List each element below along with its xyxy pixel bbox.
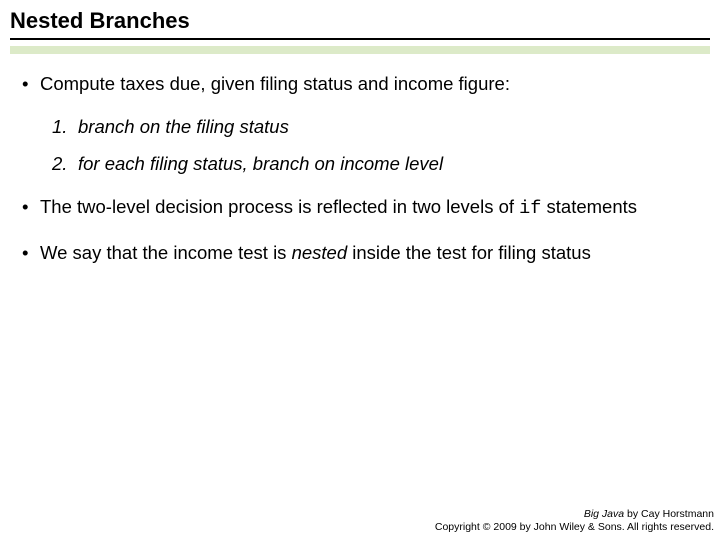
title-underline-light [10,46,710,54]
slide-content: • Compute taxes due, given filing status… [0,54,720,264]
bullet-item: • Compute taxes due, given filing status… [22,72,698,95]
title-underline-dark [10,38,710,40]
slide-title: Nested Branches [10,8,710,38]
bullet-item: • We say that the income test is nested … [22,241,698,264]
book-title: Big Java [584,508,624,520]
bullet-text: Compute taxes due, given filing status a… [40,72,698,95]
footer-line-1: Big Java by Cay Horstmann [435,508,714,521]
text-span: We say that the income test is [40,242,292,263]
numbered-item: 1. branch on the filing status [52,115,698,138]
code-span: if [519,198,541,219]
numbered-text: branch on the filing status [78,115,698,138]
number-mark: 1. [52,115,78,138]
bullet-mark: • [22,195,40,220]
bullet-mark: • [22,241,40,264]
bullet-item: • The two-level decision process is refl… [22,195,698,220]
text-span: statements [541,196,637,217]
text-span: The two-level decision process is reflec… [40,196,519,217]
text-span: inside the test for filing status [347,242,591,263]
numbered-item: 2. for each filing status, branch on inc… [52,152,698,175]
bullet-mark: • [22,72,40,95]
bullet-text: The two-level decision process is reflec… [40,195,698,220]
bullet-text: We say that the income test is nested in… [40,241,698,264]
footer-copyright: Copyright © 2009 by John Wiley & Sons. A… [435,521,714,534]
emphasis-span: nested [292,242,348,263]
number-mark: 2. [52,152,78,175]
numbered-text: for each filing status, branch on income… [78,152,698,175]
slide-footer: Big Java by Cay Horstmann Copyright © 20… [435,508,714,534]
footer-author: by Cay Horstmann [624,508,714,520]
